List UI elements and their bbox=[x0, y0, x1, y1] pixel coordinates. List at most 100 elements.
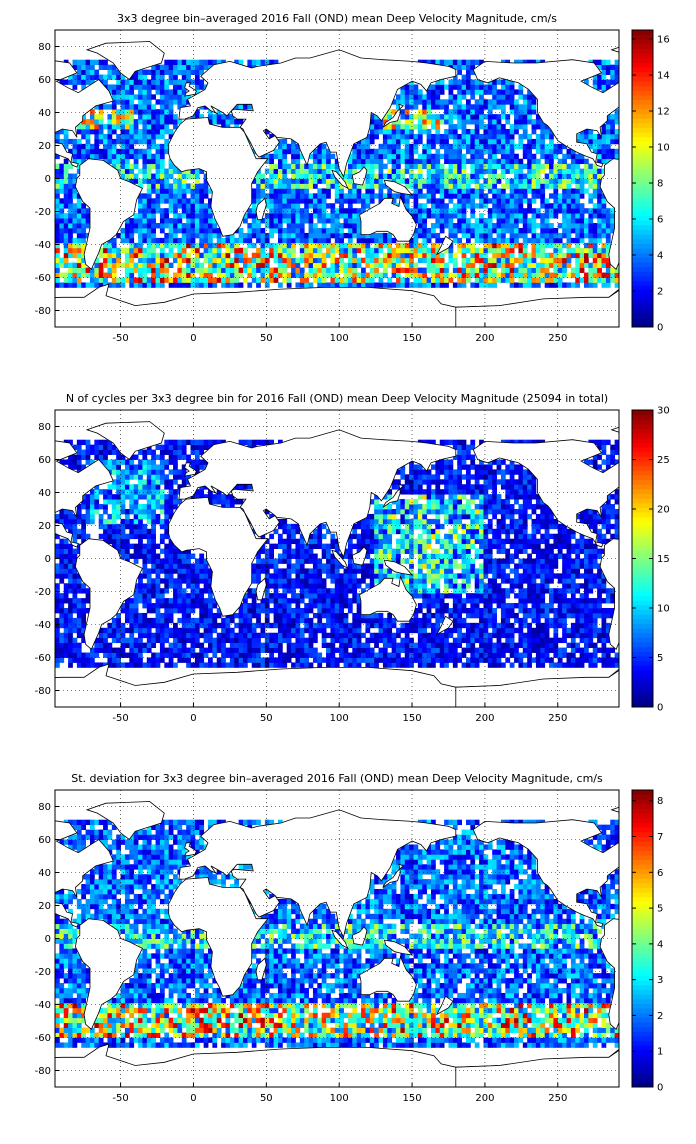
bin-cell bbox=[562, 179, 567, 184]
bin-cell bbox=[532, 278, 537, 283]
bin-cell bbox=[505, 223, 510, 228]
bin-cell bbox=[125, 174, 130, 179]
bin-cell bbox=[422, 228, 427, 233]
bin-cell bbox=[462, 282, 467, 287]
bin-cell bbox=[344, 198, 349, 203]
bin-cell bbox=[593, 193, 598, 198]
bin-cell bbox=[427, 144, 432, 149]
bin-cell bbox=[191, 198, 196, 203]
bin-cell bbox=[466, 75, 471, 80]
bin-cell bbox=[103, 124, 108, 129]
bin-cell bbox=[156, 563, 161, 568]
bin-cell bbox=[247, 623, 252, 628]
bin-cell bbox=[387, 193, 392, 198]
bin-cell bbox=[501, 213, 506, 218]
bin-cell bbox=[112, 263, 117, 268]
bin-cell bbox=[282, 149, 287, 154]
bin-cell bbox=[365, 179, 370, 184]
bin-cell bbox=[352, 243, 357, 248]
bin-cell bbox=[77, 440, 82, 445]
bin-cell bbox=[313, 213, 318, 218]
bin-cell bbox=[204, 578, 209, 583]
bin-cell bbox=[204, 648, 209, 653]
bin-cell bbox=[497, 129, 502, 134]
bin-cell bbox=[518, 203, 523, 208]
bin-cell bbox=[217, 248, 222, 253]
bin-cell bbox=[112, 70, 117, 75]
bin-cell bbox=[164, 588, 169, 593]
bin-cell bbox=[129, 99, 134, 104]
bin-cell bbox=[64, 248, 69, 253]
bin-cell bbox=[116, 469, 121, 474]
bin-cell bbox=[514, 114, 519, 119]
bin-cell bbox=[435, 129, 440, 134]
bin-cell bbox=[121, 282, 126, 287]
bin-cell bbox=[151, 499, 156, 504]
bin-cell bbox=[243, 484, 248, 489]
bin-cell bbox=[414, 238, 419, 243]
bin-cell bbox=[195, 623, 200, 628]
bin-cell bbox=[182, 628, 187, 633]
bin-cell bbox=[208, 233, 213, 238]
bin-cell bbox=[107, 524, 112, 529]
bin-cell bbox=[134, 94, 139, 99]
bin-cell bbox=[527, 228, 532, 233]
bin-cell bbox=[151, 114, 156, 119]
bin-cell bbox=[518, 213, 523, 218]
bin-cell bbox=[142, 99, 147, 104]
bin-cell bbox=[475, 188, 480, 193]
bin-cell bbox=[156, 662, 161, 667]
bin-cell bbox=[234, 243, 239, 248]
bin-cell bbox=[483, 263, 488, 268]
bin-cell bbox=[199, 282, 204, 287]
bin-cell bbox=[186, 563, 191, 568]
bin-cell bbox=[164, 233, 169, 238]
bin-cell bbox=[518, 183, 523, 188]
bin-cell bbox=[575, 164, 580, 169]
bin-cell bbox=[103, 494, 108, 499]
bin-cell bbox=[86, 499, 91, 504]
bin-cell bbox=[59, 559, 64, 564]
bin-cell bbox=[160, 65, 165, 70]
bin-cell bbox=[160, 238, 165, 243]
bin-cell bbox=[191, 445, 196, 450]
bin-cell bbox=[470, 179, 475, 184]
bin-cell bbox=[112, 268, 117, 273]
bin-cell bbox=[177, 618, 182, 623]
bin-cell bbox=[431, 273, 436, 278]
bin-cell bbox=[99, 154, 104, 159]
bin-cell bbox=[295, 169, 300, 174]
bin-cell bbox=[147, 529, 152, 534]
bin-cell bbox=[208, 273, 213, 278]
bin-cell bbox=[422, 129, 427, 134]
bin-cell bbox=[400, 179, 405, 184]
bin-cell bbox=[191, 450, 196, 455]
bin-cell bbox=[186, 233, 191, 238]
bin-cell bbox=[256, 174, 261, 179]
bin-cell bbox=[151, 268, 156, 273]
bin-cell bbox=[151, 198, 156, 203]
bin-cell bbox=[59, 568, 64, 573]
bin-cell bbox=[330, 179, 335, 184]
bin-cell bbox=[247, 603, 252, 608]
bin-cell bbox=[138, 464, 143, 469]
bin-cell bbox=[540, 144, 545, 149]
bin-cell bbox=[462, 213, 467, 218]
bin-cell bbox=[335, 243, 340, 248]
bin-cell bbox=[536, 119, 541, 124]
bin-cell bbox=[116, 80, 121, 85]
bin-cell bbox=[256, 258, 261, 263]
bin-cell bbox=[112, 149, 117, 154]
bin-cell bbox=[59, 228, 64, 233]
bin-cell bbox=[77, 662, 82, 667]
bin-cell bbox=[160, 164, 165, 169]
bin-cell bbox=[156, 504, 161, 509]
bin-cell bbox=[265, 238, 270, 243]
bin-cell bbox=[523, 263, 528, 268]
bin-cell bbox=[553, 198, 558, 203]
bin-cell bbox=[326, 213, 331, 218]
bin-cell bbox=[326, 169, 331, 174]
bin-cell bbox=[173, 633, 178, 638]
bin-cell bbox=[68, 653, 73, 658]
bin-cell bbox=[497, 213, 502, 218]
